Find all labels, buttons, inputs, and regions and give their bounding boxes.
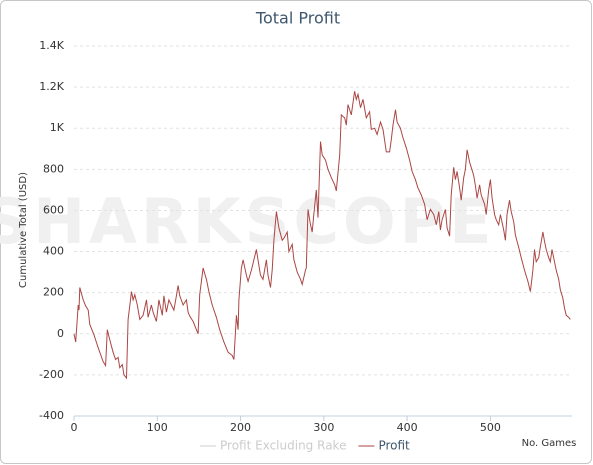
- x-tick-label: 100: [147, 421, 168, 434]
- y-tick-label: 1.4K: [39, 39, 64, 52]
- legend-label[interactable]: Profit Excluding Rake: [220, 439, 346, 453]
- y-tick-label: 1K: [50, 121, 65, 134]
- x-axis-label: No. Games: [522, 438, 577, 449]
- y-tick-label: 800: [43, 162, 64, 175]
- line-series: [73, 91, 571, 380]
- y-tick-label: 200: [43, 286, 64, 299]
- y-tick-label: -200: [39, 368, 64, 381]
- watermark: SHARKSCOPE: [0, 185, 495, 258]
- chart-title: Total Profit: [255, 9, 340, 28]
- y-tick-label: 1.2K: [39, 80, 64, 93]
- legend-label[interactable]: Profit: [378, 439, 410, 453]
- x-tick-label: 200: [230, 421, 251, 434]
- y-tick-label: -400: [39, 409, 64, 422]
- y-tick-label: 400: [43, 245, 64, 258]
- x-tick-label: 0: [71, 421, 78, 434]
- x-tick-label: 400: [397, 421, 418, 434]
- y-tick-label: 600: [43, 203, 64, 216]
- x-tick-label: 300: [313, 421, 334, 434]
- y-axis-label: Cumulative Total (USD): [18, 172, 29, 288]
- y-tick-label: 0: [57, 327, 64, 340]
- x-tick-label: 500: [480, 421, 501, 434]
